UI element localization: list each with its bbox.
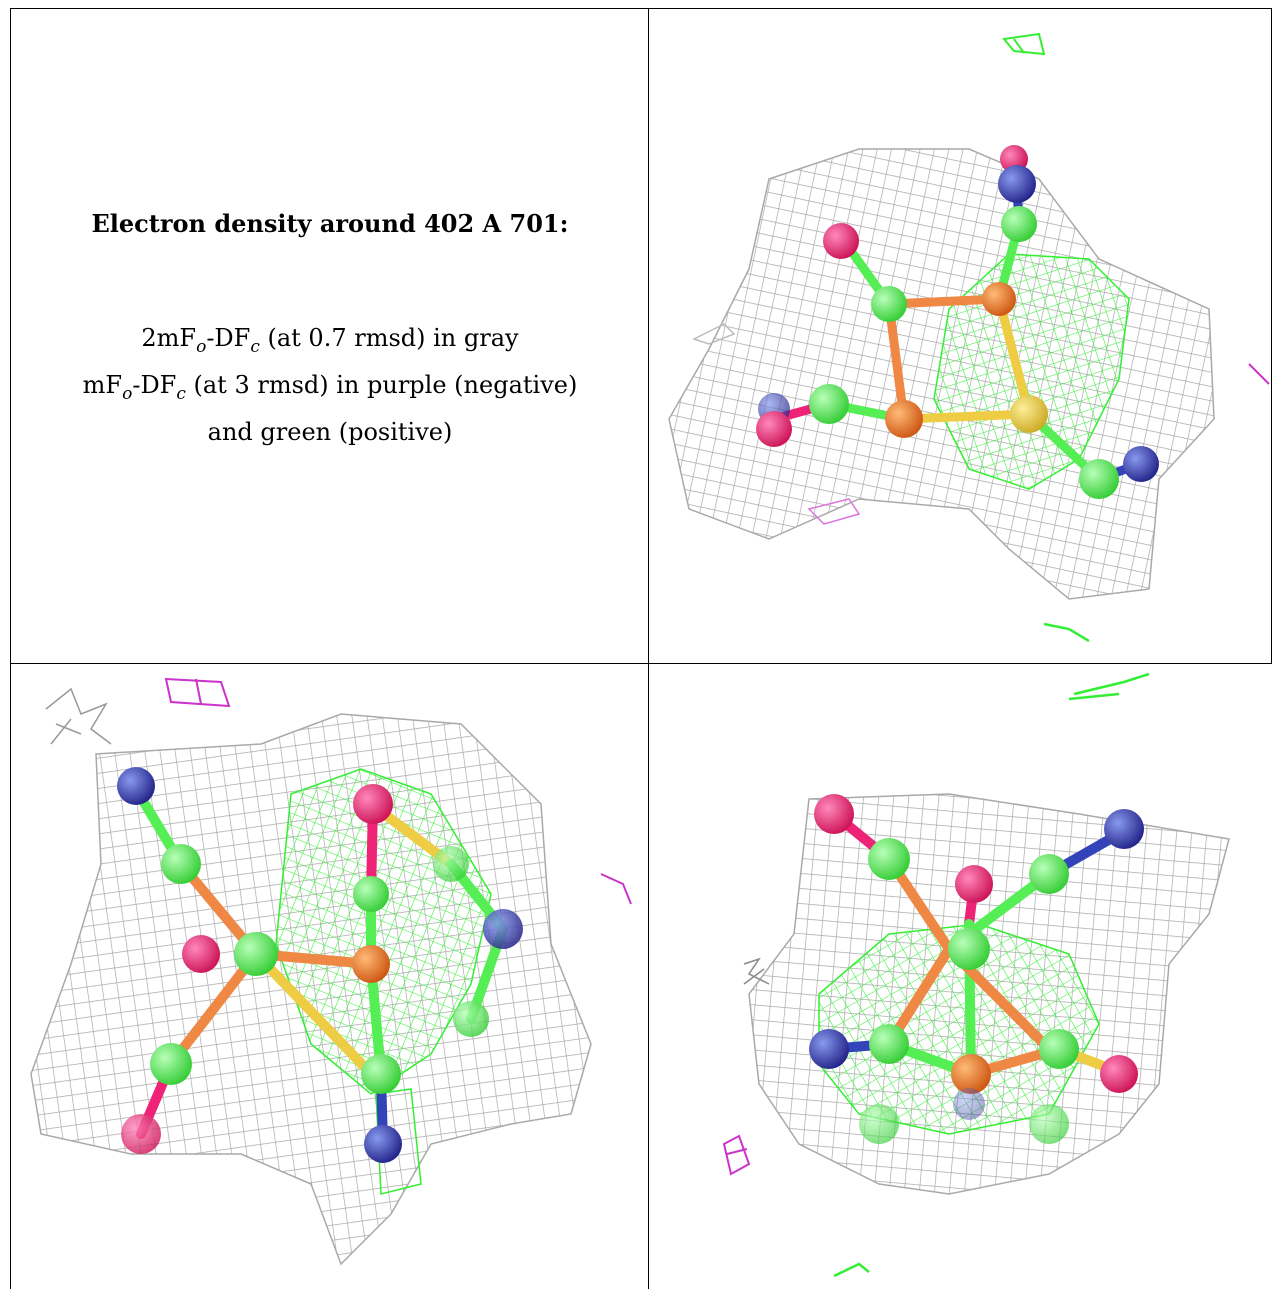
density-view-bottom-right [648, 663, 1271, 1289]
caption-legend: 2mFo-DFc (at 0.7 rmsd) in gray mFo-DFc (… [11, 319, 649, 451]
molecule-render-3 [722, 672, 1230, 1278]
density-view-bottom-left [10, 663, 649, 1289]
legend-line-2: mFo-DFc (at 3 rmsd) in purple (negative) [82, 370, 578, 404]
density-view-top-right [648, 8, 1272, 664]
caption-title: Electron density around 402 A 701: [91, 209, 569, 238]
caption-cell: Electron density around 402 A 701: 2mFo-… [10, 8, 649, 664]
figure-grid: Electron density around 402 A 701: 2mFo-… [10, 8, 1272, 1289]
molecule-render-1 [668, 32, 1270, 643]
molecule-render-2 [30, 677, 632, 1266]
legend-line-3: and green (positive) [207, 417, 453, 446]
legend-line-1: 2mFo-DFc (at 0.7 rmsd) in gray [141, 324, 519, 357]
